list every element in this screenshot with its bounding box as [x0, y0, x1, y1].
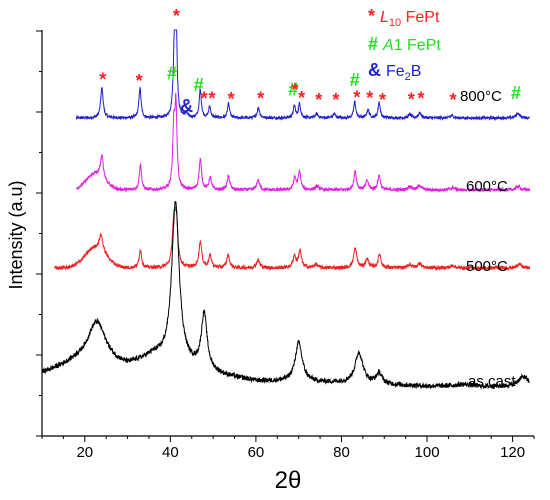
legend-entry: & Fe2B: [368, 60, 421, 83]
peak-marker: *: [99, 69, 106, 89]
series-line-500-c: [54, 205, 530, 272]
peak-marker: *: [379, 90, 386, 110]
legend: * L10 FePt # A1 FePt & Fe2B: [368, 6, 441, 83]
series-line-800-c: [75, 29, 530, 122]
peak-marker: *: [208, 88, 215, 108]
series-line-600-c: [75, 92, 531, 193]
peak-marker: *: [332, 90, 339, 110]
peak-marker: #: [288, 79, 298, 99]
x-tick-label: 80: [333, 444, 350, 461]
peak-marker: *: [418, 89, 425, 109]
peak-marker: *: [298, 88, 305, 108]
x-axis-label: 2θ: [275, 467, 302, 494]
peak-marker: *: [366, 88, 373, 108]
peak-marker: *: [315, 90, 322, 110]
peak-marker: *: [257, 89, 264, 109]
peak-marker: *: [201, 88, 208, 108]
peak-marker: *: [173, 6, 180, 26]
peak-marker: *: [291, 80, 298, 100]
axes: 20 40 60 80 100 120: [36, 30, 535, 461]
plot-area: [41, 29, 531, 390]
series-label: 500°C: [466, 258, 508, 275]
peak-marker: *: [408, 89, 415, 109]
peak-marker: &: [180, 96, 193, 116]
peak-marker: #: [511, 83, 521, 103]
series-labels: 800°C 600°C 500°C as cast: [460, 88, 516, 390]
y-axis-label: Intensity (a.u): [6, 180, 26, 289]
peak-marker: *: [136, 71, 143, 91]
peak-marker: *: [353, 88, 360, 108]
peak-marker: #: [194, 75, 204, 95]
legend-entry: # A1 FePt: [368, 34, 441, 54]
peak-marker: #: [350, 70, 360, 90]
series-line-as-cast: [41, 200, 530, 390]
x-tick-label: 40: [162, 444, 179, 461]
peak-marker: *: [450, 90, 457, 110]
x-tick-label: 60: [248, 444, 265, 461]
legend-entry: * L10 FePt: [368, 6, 440, 29]
peak-marker: *: [228, 89, 235, 109]
x-tick-label: 20: [76, 444, 93, 461]
series-label: 600°C: [466, 178, 508, 195]
series-label: 800°C: [460, 88, 502, 105]
series-label: as cast: [468, 373, 516, 390]
peak-marker: #: [167, 63, 177, 83]
x-tick-label: 100: [415, 444, 440, 461]
peak-markers: * * #*#*& * * * #* * * *#* * * * * * #: [99, 6, 521, 116]
x-tick-label: 120: [500, 444, 525, 461]
